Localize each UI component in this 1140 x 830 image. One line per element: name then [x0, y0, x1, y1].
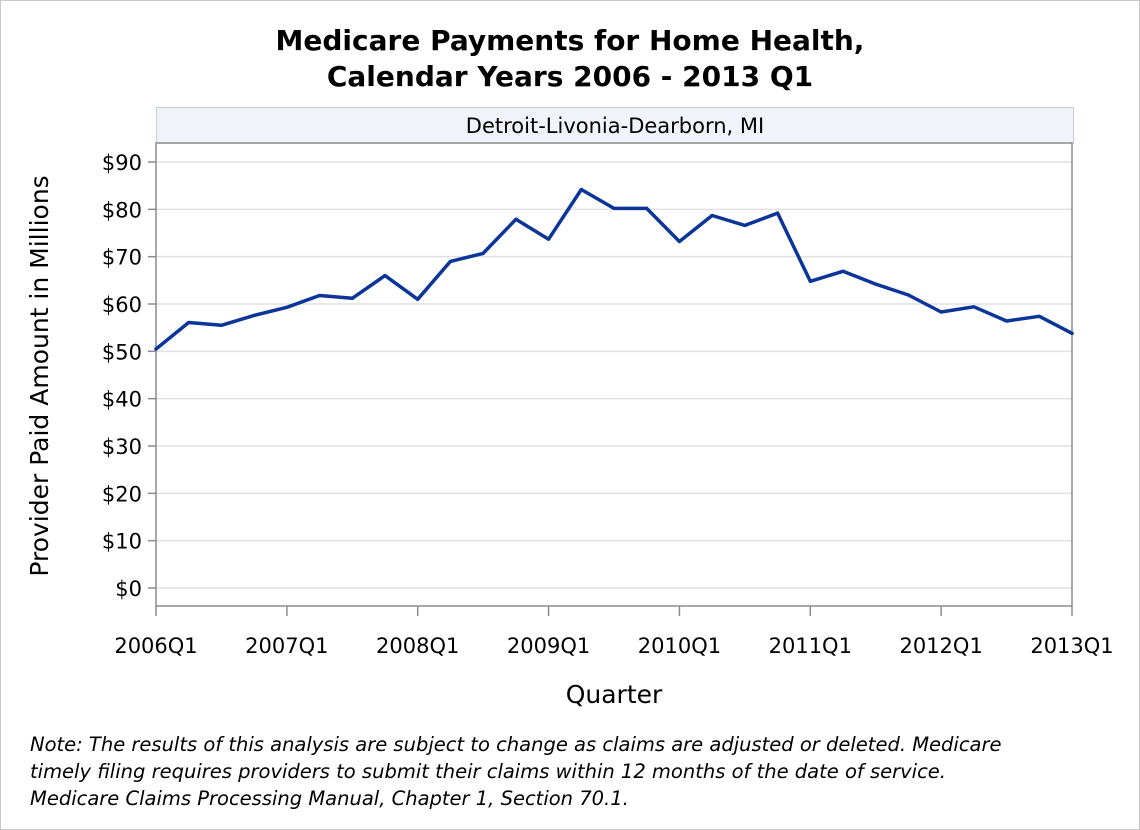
data-point-2010Q4	[775, 211, 780, 215]
data-point-2007Q2	[317, 293, 322, 298]
line-chart: $0 $10 $20 $30 $40 $50 $60 $70 $80 $90 2006Q1 2007…	[25, 142, 1114, 709]
y-axis-title: Provider Paid Amount in Millions	[25, 175, 54, 576]
data-point-2006Q1	[154, 347, 158, 351]
y-tick-label-70: $70	[102, 246, 142, 270]
data-point-2010Q1	[677, 239, 682, 244]
data-point-2009Q3	[612, 206, 616, 210]
chart-title-line-2: Calendar Years 2006 - 2013 Q1	[326, 60, 814, 93]
data-point-2011Q2	[841, 269, 845, 273]
data-point-2009Q2	[579, 187, 583, 192]
x-tick-label-2010Q1: 2010Q1	[638, 634, 721, 658]
data-point-2007Q3	[350, 296, 354, 300]
data-point-2012Q2	[972, 305, 976, 309]
data-point-2006Q3	[219, 323, 224, 327]
y-tick-label-90: $90	[102, 151, 142, 175]
footnote-line-2: timely filing requires providers to subm…	[30, 760, 946, 783]
footnote-line-1: Note: The results of this analysis are s…	[30, 733, 1002, 756]
x-tick-label-2011Q1: 2011Q1	[769, 634, 852, 658]
data-point-2012Q1	[939, 310, 943, 314]
data-point-2006Q2	[187, 320, 191, 325]
x-tick-label-2006Q1: 2006Q1	[114, 634, 197, 658]
data-point-2009Q1	[546, 237, 551, 241]
y-tick-label-20: $20	[102, 482, 142, 506]
data-point-2013Q1	[1070, 331, 1074, 335]
data-point-2011Q4	[906, 293, 911, 297]
footnote-line-3: Medicare Claims Processing Manual, Chapt…	[30, 787, 629, 810]
chart-title-line-1: Medicare Payments for Home Health,	[275, 24, 865, 57]
y-tick-label-40: $40	[102, 388, 142, 412]
plot-area-border	[155, 142, 1073, 607]
data-point-2006Q4	[252, 313, 256, 317]
x-tick-label-2012Q1: 2012Q1	[899, 634, 982, 658]
facet-label: Detroit-Livonia-Dearborn, MI	[156, 107, 1074, 144]
data-point-2008Q2	[448, 259, 453, 263]
x-tick-label-2007Q1: 2007Q1	[245, 634, 328, 658]
data-point-2008Q4	[514, 217, 518, 221]
y-tick-label-10: $10	[102, 530, 142, 554]
data-point-2010Q3	[743, 223, 747, 228]
data-point-2011Q3	[874, 282, 878, 286]
x-axis-title: Quarter	[566, 680, 663, 709]
y-tick-label-0: $0	[115, 577, 142, 601]
y-tick-label-60: $60	[102, 293, 142, 317]
data-points	[154, 187, 1074, 351]
series-line-provider-paid	[154, 187, 1074, 351]
x-tick-label-2008Q1: 2008Q1	[376, 634, 459, 658]
y-tick-label-80: $80	[102, 198, 142, 222]
data-point-2010Q2	[710, 213, 714, 218]
data-point-2007Q4	[383, 274, 387, 278]
data-point-2012Q3	[1004, 319, 1009, 323]
x-tick-label-2009Q1: 2009Q1	[507, 634, 590, 658]
x-axis-ticks: 2006Q1 2007Q1 2008Q1 2009Q1 2010Q1 2011Q1 2012…	[114, 606, 1114, 658]
data-point-2008Q1	[416, 297, 420, 301]
grid-lines	[156, 161, 1072, 589]
x-tick-label-2013Q1: 2013Q1	[1030, 634, 1113, 658]
data-point-2011Q1	[808, 279, 812, 283]
data-point-2007Q1	[285, 305, 289, 309]
y-tick-label-30: $30	[102, 435, 142, 459]
y-axis-ticks: $0 $10 $20 $30 $40 $50 $60 $70 $80 $90	[102, 151, 156, 601]
footnote: Note: The results of this analysis are s…	[30, 731, 1120, 812]
data-point-2012Q4	[1037, 314, 1041, 318]
data-point-2009Q4	[645, 206, 649, 210]
data-point-2008Q3	[481, 251, 485, 255]
y-tick-label-50: $50	[102, 340, 142, 364]
